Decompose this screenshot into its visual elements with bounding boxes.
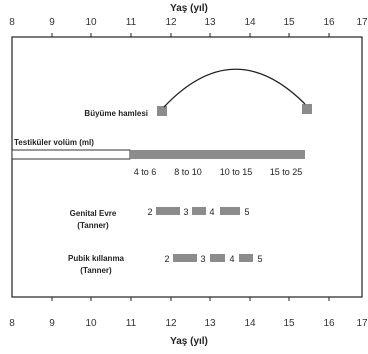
- pubic-stage-2: 2: [164, 254, 169, 264]
- top-tick-13: 13: [204, 17, 216, 28]
- top-tick-10: 10: [85, 17, 97, 28]
- top-tick-16: 16: [323, 17, 335, 28]
- genital-stage-2: 2: [147, 207, 152, 217]
- bottom-tick-17: 17: [356, 318, 368, 329]
- top-tick-15: 15: [283, 17, 295, 28]
- genital-stage-4: 4: [209, 207, 214, 217]
- top-tick-14: 14: [244, 17, 256, 28]
- bottom-tick-13: 13: [204, 318, 216, 329]
- top-tick-9: 9: [49, 17, 55, 28]
- genital-stage-3: 3: [183, 207, 188, 217]
- pubic-hair-label-line2: (Tanner): [80, 266, 112, 275]
- bottom-tick-14: 14: [244, 318, 256, 329]
- bottom-tick-12: 12: [165, 318, 177, 329]
- bottom-axis-title: Yaş (yıl): [170, 336, 208, 347]
- pubic-stage-3: 3: [200, 254, 205, 264]
- growth-spurt-curve: [163, 68, 306, 108]
- genital-bar-4-5: [220, 207, 240, 215]
- bottom-tick-15: 15: [283, 318, 295, 329]
- testis-value-3: 10 to 15: [220, 167, 253, 177]
- bottom-tick-11: 11: [126, 318, 137, 329]
- genital-stage-label-line1: Genital Evre: [70, 209, 117, 218]
- testis-value-4: 15 to 25: [270, 167, 303, 177]
- testis-pubertal-bar: [130, 150, 305, 159]
- testis-prepubertal-bar: [11, 149, 131, 160]
- bottom-tick-9: 9: [49, 318, 55, 329]
- testis-volume-label: Testiküler volüm (ml): [14, 138, 94, 147]
- top-tick-11: 11: [126, 17, 137, 28]
- pubic-bar-3-4: [210, 254, 225, 262]
- genital-stage-5: 5: [244, 207, 249, 217]
- genital-bar-3-4: [192, 207, 206, 215]
- top-tick-12: 12: [165, 17, 177, 28]
- bottom-tick-marks: [51, 297, 330, 301]
- pubic-hair-label-line1: Pubik kıllanma: [68, 254, 125, 263]
- growth-spurt-label: Büyüme hamlesi: [84, 109, 148, 118]
- growth-end-marker: [302, 104, 312, 114]
- pubic-bar-4-5: [239, 254, 253, 262]
- top-tick-8: 8: [9, 17, 15, 28]
- bottom-tick-10: 10: [85, 318, 97, 329]
- genital-stage-label-line2: (Tanner): [77, 221, 109, 230]
- plot-frame: [11, 36, 363, 298]
- pubic-bar-2-3: [173, 254, 197, 262]
- pubic-stage-4: 4: [229, 254, 234, 264]
- top-tick-17: 17: [356, 17, 368, 28]
- testis-value-1: 4 to 6: [134, 167, 157, 177]
- top-axis-title: Yaş (yıl): [170, 3, 208, 14]
- testis-value-2: 8 to 10: [174, 167, 202, 177]
- bottom-tick-16: 16: [323, 318, 335, 329]
- genital-bar-2-3: [156, 207, 180, 215]
- top-tick-marks: [51, 33, 330, 37]
- top-tick-labels: 8 9 10 11 12 13 14 15 16 17: [9, 17, 368, 28]
- bottom-tick-8: 8: [9, 318, 15, 329]
- growth-start-marker: [157, 106, 167, 116]
- pubic-stage-5: 5: [257, 254, 262, 264]
- bottom-tick-labels: 8 9 10 11 12 13 14 15 16 17: [9, 318, 368, 329]
